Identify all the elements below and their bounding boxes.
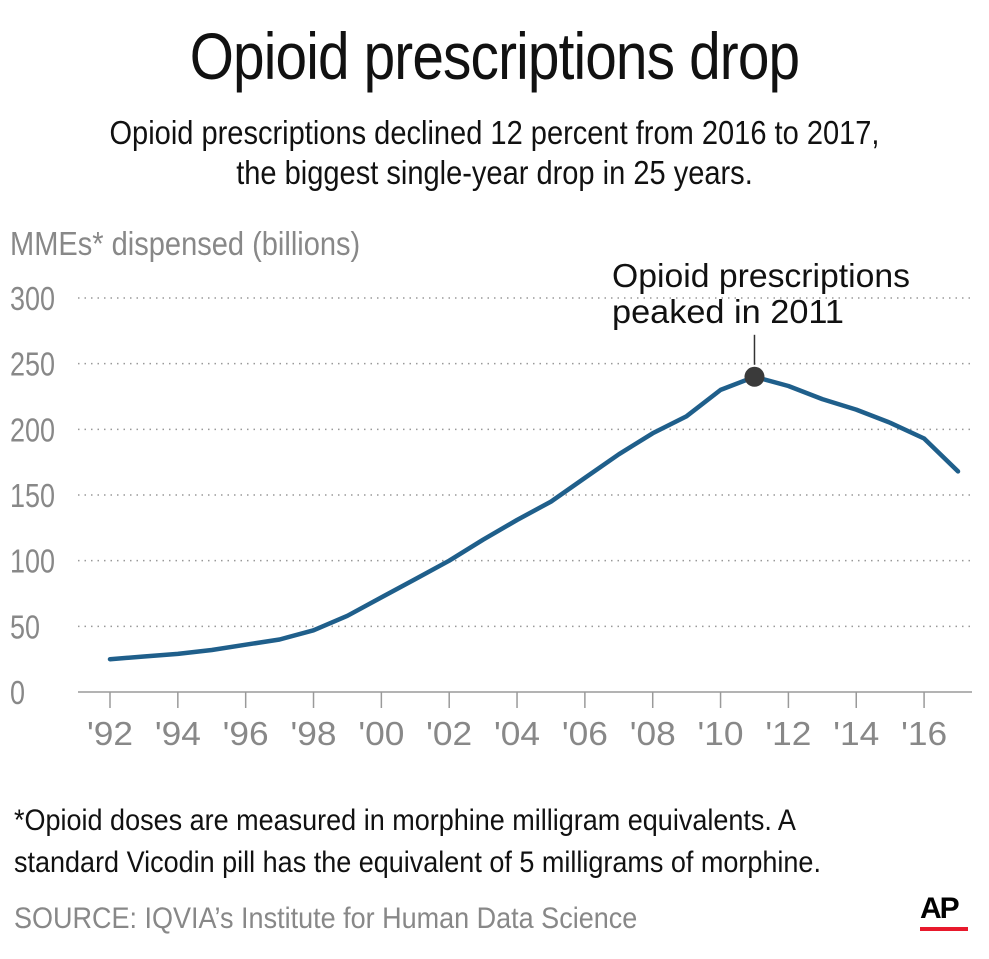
x-tick-label: '92: [87, 715, 133, 752]
y-tick-label: 0: [10, 674, 25, 711]
ap-logo-text: AP: [920, 892, 960, 925]
x-tick-label: '16: [901, 715, 947, 752]
peak-marker: [744, 366, 765, 387]
y-tick-label: 150: [10, 477, 55, 514]
source-note: SOURCE: IQVIA’s Institute for Human Data…: [14, 902, 638, 935]
x-tick-label: '14: [833, 715, 879, 752]
ap-logo-bar: [920, 927, 968, 931]
ap-logo: AP: [920, 893, 970, 933]
x-tick-label: '04: [494, 715, 540, 752]
y-tick-label: 250: [10, 346, 55, 383]
y-tick-label: 300: [10, 280, 55, 317]
footnote-line-1: *Opioid doses are measured in morphine m…: [14, 804, 796, 837]
chart-title: Opioid prescriptions drop: [189, 19, 800, 93]
chart-subtitle: Opioid prescriptions declined 12 percent…: [109, 114, 880, 191]
y-tick-label: 200: [10, 411, 55, 448]
x-tick-label: '98: [291, 715, 337, 752]
footnote-line-2: standard Vicodin pill has the equivalent…: [14, 846, 821, 879]
annotation-line-1: Opioid prescriptions: [612, 257, 910, 294]
x-tick-label: '02: [426, 715, 472, 752]
x-tick-label: '12: [765, 715, 811, 752]
x-tick-label: '06: [562, 715, 608, 752]
x-tick-label: '10: [698, 715, 744, 752]
footnote: *Opioid doses are measured in morphine m…: [14, 800, 821, 884]
y-tick-label: 100: [10, 543, 55, 580]
line-chart: 0 50 100 150 200 250 300 '92 '94 '96 '98 '00 '02 '04 '…: [10, 257, 972, 752]
y-tick-label: 50: [10, 608, 40, 645]
data-line: [107, 374, 961, 662]
x-tick-label: '00: [358, 715, 404, 752]
x-tick-label: '08: [630, 715, 676, 752]
x-tick-label: '96: [223, 715, 269, 752]
annotation-line-2: peaked in 2011: [612, 293, 844, 330]
y-axis-label: MMEs* dispensed (billions): [10, 225, 361, 262]
x-tick-label: '94: [155, 715, 201, 752]
